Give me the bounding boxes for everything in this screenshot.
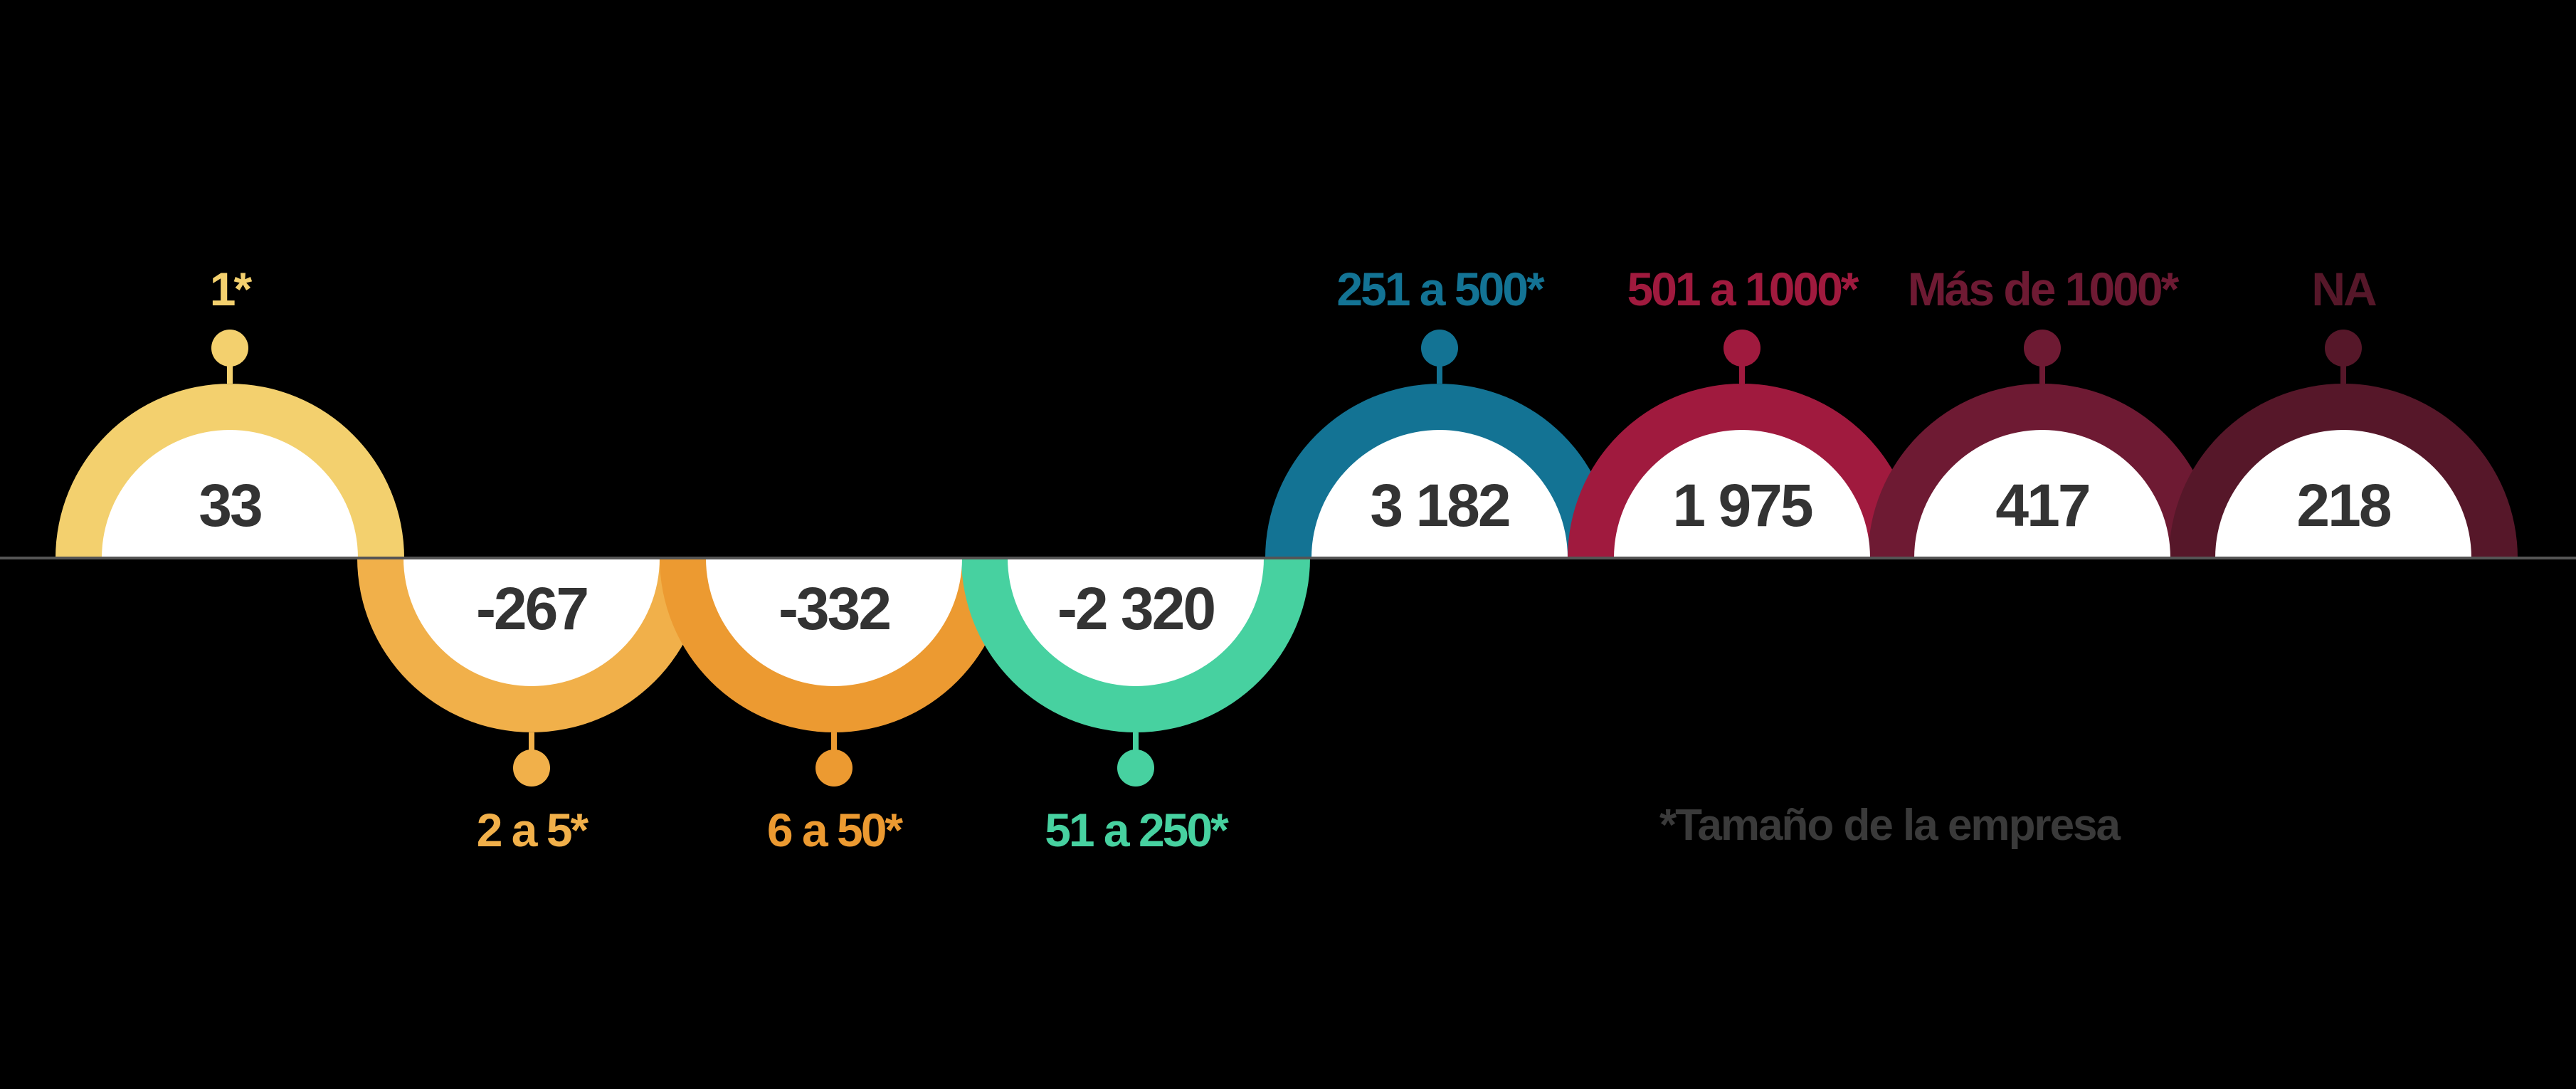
pin-dot-0 [211, 330, 248, 367]
value-label-5: 1 975 [1672, 472, 1812, 539]
value-label-1: -267 [476, 575, 587, 642]
value-label-0: 33 [199, 472, 261, 539]
footnote: *Tamaño de la empresa [1659, 801, 2121, 850]
pin-dot-1 [513, 749, 550, 786]
category-label-2: 6 a 50* [767, 804, 903, 856]
value-label-6: 417 [1995, 472, 2089, 539]
bar-inner-6 [1914, 430, 2170, 558]
bar-inner-4 [1311, 430, 1568, 558]
bar-inner-3 [1008, 558, 1264, 686]
pin-dot-2 [815, 749, 852, 786]
value-label-2: -332 [778, 575, 890, 642]
pin-dot-4 [1421, 330, 1458, 367]
pin-dot-3 [1117, 749, 1154, 786]
pin-dot-6 [2024, 330, 2061, 367]
category-label-6: Más de 1000* [1908, 263, 2180, 315]
pin-dot-5 [1724, 330, 1761, 367]
chart-marks: 33 1* -267 2 a 5* -332 6 a 50* -2 320 51 a 250*… [56, 263, 2518, 856]
bar-inner-2 [706, 558, 962, 686]
category-label-7: NA [2311, 263, 2376, 315]
bar-inner-5 [1614, 430, 1870, 558]
bar-inner-0 [102, 430, 358, 558]
bar-inner-1 [403, 558, 660, 686]
category-label-0: 1* [210, 263, 253, 315]
bar-inner-7 [2215, 430, 2471, 558]
value-label-3: -2 320 [1057, 575, 1214, 642]
category-label-5: 501 a 1000* [1627, 263, 1859, 315]
category-label-4: 251 a 500* [1336, 263, 1545, 315]
value-label-4: 3 182 [1370, 472, 1509, 539]
pin-dot-7 [2325, 330, 2362, 367]
value-label-7: 218 [2296, 472, 2390, 539]
category-label-3: 51 a 250* [1045, 804, 1229, 856]
category-label-1: 2 a 5* [477, 804, 589, 856]
